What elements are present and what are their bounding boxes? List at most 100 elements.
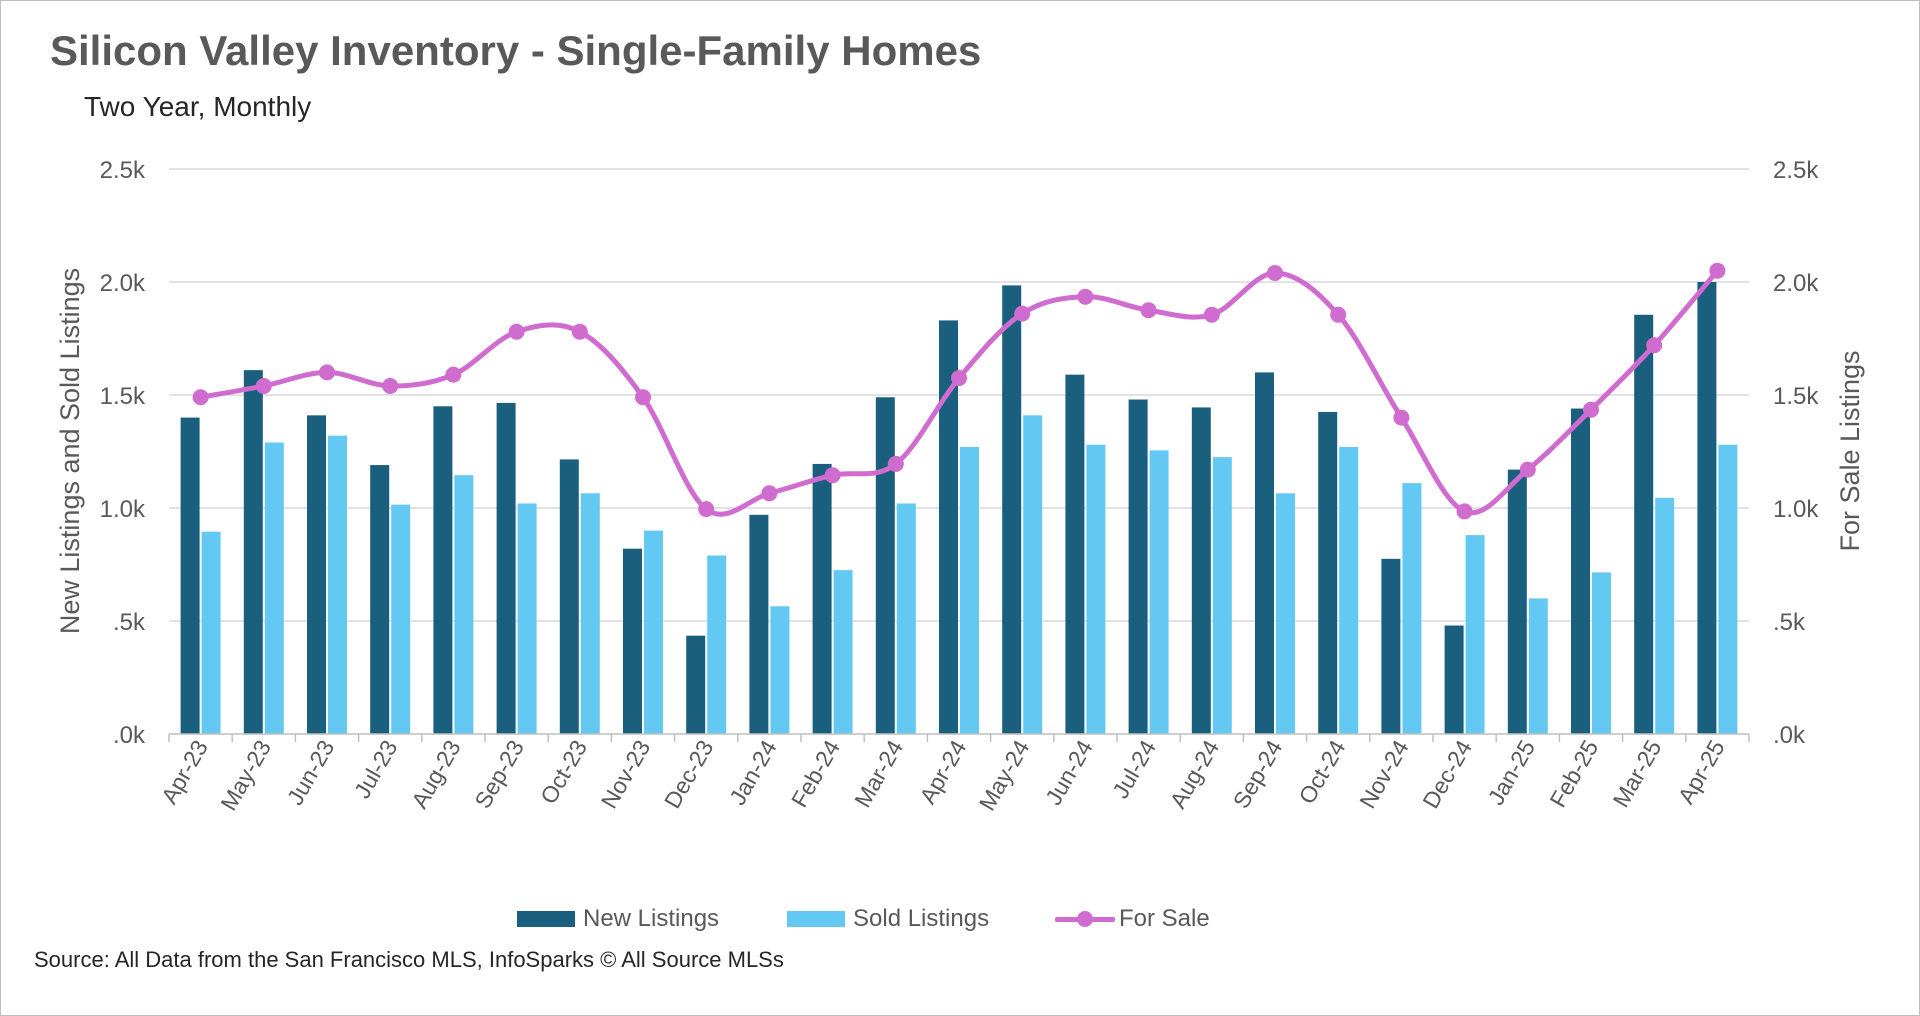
x-tick-label: Jan-25	[1482, 736, 1540, 810]
bar-sold-listings	[1718, 444, 1738, 734]
x-tick-label: Jan-24	[724, 735, 782, 809]
y2-tick-label: .5k	[1773, 609, 1806, 636]
legend-item-new-listings: New Listings	[517, 901, 719, 937]
point-for-sale	[1583, 401, 1599, 418]
bar-new-listings	[1255, 372, 1274, 734]
chart-title: Silicon Valley Inventory - Single-Family…	[50, 27, 982, 74]
bar-sold-listings	[644, 530, 663, 734]
bar-new-listings	[243, 370, 263, 734]
bar-sold-listings	[328, 435, 347, 734]
legend-swatch-sold-listings	[787, 911, 845, 927]
legend-swatch-for-sale	[1055, 911, 1115, 927]
line-for-sale	[200, 269, 1720, 517]
bar-new-listings	[559, 459, 579, 734]
x-tick-label: Apr-24	[914, 735, 971, 808]
y-tick-label: .5k	[113, 609, 146, 636]
y2-tick-label: 2.5k	[1773, 157, 1819, 184]
y2-tick-label: 2.0k	[1773, 270, 1819, 297]
x-tick-label: Feb-25	[1544, 736, 1603, 812]
x-tick-label: Apr-23	[156, 736, 213, 809]
bar-sold-listings	[896, 503, 916, 734]
legend-swatch-new-listings	[517, 911, 575, 927]
bar-sold-listings	[960, 446, 979, 734]
legend-label-new-listings: New Listings	[583, 905, 720, 932]
bar-new-listings	[496, 402, 516, 734]
bar-new-listings	[307, 415, 326, 734]
point-for-sale	[571, 323, 588, 340]
chart-source: Source: All Data from the San Francisco …	[34, 947, 784, 972]
point-for-sale	[1456, 503, 1473, 520]
bar-sold-listings	[454, 475, 474, 734]
x-tick-label: Mar-25	[1608, 736, 1667, 812]
point-for-sale	[887, 455, 904, 472]
bar-sold-listings	[1592, 572, 1611, 734]
bar-sold-listings	[1276, 493, 1295, 734]
point-for-sale	[698, 501, 715, 518]
x-tick-label: Oct-24	[1293, 735, 1350, 808]
point-for-sale	[1330, 306, 1347, 323]
bar-new-listings	[1444, 625, 1464, 734]
point-for-sale	[1709, 262, 1726, 279]
bar-sold-listings	[264, 442, 284, 734]
y2-axis-title: For Sale Listings	[1835, 350, 1865, 551]
x-tick-label: May-24	[974, 735, 1035, 815]
y-axis-title: New Listings and Sold Listings	[55, 268, 85, 634]
y-tick-label: 2.5k	[100, 157, 146, 184]
bar-new-listings	[1697, 282, 1717, 734]
point-for-sale	[192, 389, 209, 406]
bar-new-listings	[749, 514, 769, 734]
x-tick-label: Oct-23	[535, 736, 592, 809]
x-tick-label: Nov-24	[1354, 735, 1414, 812]
point-for-sale	[1203, 306, 1220, 323]
y2-tick-label: 1.5k	[1773, 383, 1819, 410]
point-for-sale	[445, 366, 462, 383]
legend-label-sold-listings: Sold Listings	[853, 905, 990, 932]
point-for-sale	[1646, 337, 1663, 354]
y-tick-label: 1.5k	[100, 383, 146, 410]
x-tick-label: Nov-23	[596, 736, 656, 813]
chart-subtitle: Two Year, Monthly	[84, 91, 312, 122]
bar-new-listings	[180, 417, 200, 734]
bar-new-listings	[623, 548, 642, 734]
bar-new-listings	[1634, 314, 1654, 734]
bar-new-listings	[1507, 469, 1527, 734]
bar-new-listings	[1571, 408, 1590, 734]
x-tick-label: Jun-24	[1040, 735, 1098, 809]
point-for-sale	[1519, 461, 1536, 478]
point-for-sale	[319, 364, 335, 381]
point-for-sale	[255, 377, 272, 394]
point-for-sale	[508, 323, 525, 340]
bar-sold-listings	[1212, 457, 1232, 734]
bar-new-listings	[1002, 285, 1022, 734]
bar-sold-listings	[1149, 450, 1169, 734]
x-tick-label: Dec-23	[659, 736, 719, 813]
chart-legend: New Listings Sold Listings For Sale	[1, 901, 1919, 937]
bar-sold-listings	[1086, 444, 1106, 734]
bar-sold-listings	[391, 504, 411, 734]
bar-new-listings	[1128, 399, 1148, 734]
bar-sold-listings	[580, 493, 600, 734]
point-for-sale	[1014, 305, 1031, 322]
bar-sold-listings	[1402, 483, 1422, 734]
bar-sold-listings	[1023, 415, 1043, 734]
x-tick-label: Jun-23	[282, 736, 340, 810]
point-for-sale	[761, 485, 778, 502]
bar-new-listings	[1191, 407, 1211, 734]
point-for-sale	[1393, 409, 1410, 426]
bar-new-listings	[433, 406, 453, 734]
bar-new-listings	[939, 320, 958, 734]
y-tick-label: 2.0k	[100, 270, 146, 297]
bar-new-listings	[686, 635, 706, 734]
point-for-sale	[382, 377, 399, 394]
bar-new-listings	[812, 463, 832, 734]
legend-item-for-sale: For Sale	[1055, 901, 1210, 937]
x-tick-label: Mar-24	[849, 735, 908, 811]
bar-sold-listings	[1465, 535, 1485, 734]
x-tick-label: Sep-24	[1228, 735, 1288, 812]
x-tick-label: May-23	[215, 736, 276, 815]
x-tick-label: Feb-24	[786, 735, 845, 811]
point-for-sale	[1140, 302, 1157, 319]
legend-item-sold-listings: Sold Listings	[787, 901, 989, 937]
